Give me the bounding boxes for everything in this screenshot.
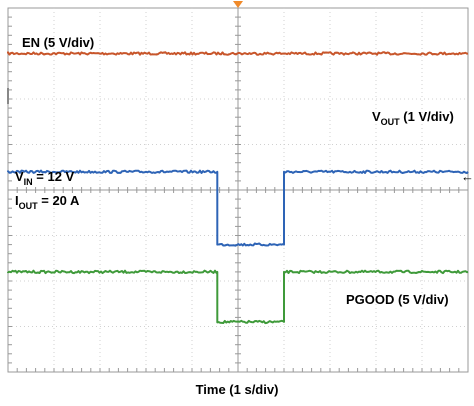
markers [7,1,243,104]
grid [7,7,469,373]
x-axis-label: Time (1 s/div) [195,382,279,397]
trace-vout [7,169,469,247]
trigger-marker-icon [233,1,243,8]
trace-en [7,51,469,56]
reference-arrow-icon: ← [461,169,474,184]
traces [7,51,469,325]
trace-pgood [7,269,469,325]
vout-label: VOUT (1 V/div) [372,109,454,127]
en-label: EN (5 V/div) [22,35,94,50]
vin-label: VIN = 12 V [15,169,75,187]
pgood-label: PGOOD (5 V/div) [346,292,449,307]
iout-label: IOUT = 20 A [15,193,80,211]
